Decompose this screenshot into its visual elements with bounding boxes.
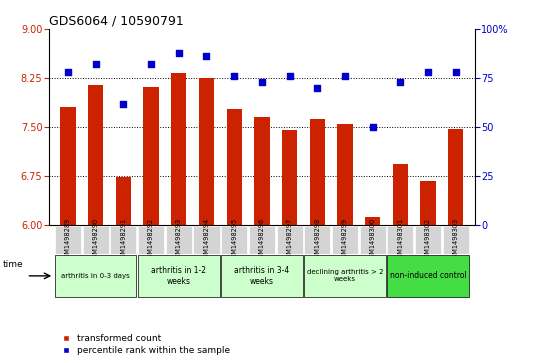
Point bbox=[202, 54, 211, 60]
Legend: transformed count, percentile rank within the sample: transformed count, percentile rank withi… bbox=[53, 331, 234, 359]
Text: arthritis in 3-4
weeks: arthritis in 3-4 weeks bbox=[234, 266, 289, 286]
FancyBboxPatch shape bbox=[332, 226, 358, 253]
Text: GSM1498289: GSM1498289 bbox=[65, 217, 71, 262]
Point bbox=[451, 69, 460, 75]
Bar bbox=[365, 217, 380, 225]
FancyBboxPatch shape bbox=[387, 255, 469, 297]
FancyBboxPatch shape bbox=[55, 255, 137, 297]
FancyBboxPatch shape bbox=[249, 226, 275, 253]
Text: GSM1498292: GSM1498292 bbox=[148, 217, 154, 262]
Point bbox=[174, 50, 183, 56]
Text: GSM1498291: GSM1498291 bbox=[120, 217, 126, 262]
Point bbox=[230, 73, 239, 79]
Point bbox=[313, 85, 322, 91]
FancyBboxPatch shape bbox=[193, 226, 220, 253]
Point bbox=[285, 73, 294, 79]
Bar bbox=[144, 86, 159, 225]
FancyBboxPatch shape bbox=[138, 255, 220, 297]
Bar bbox=[338, 124, 353, 225]
Point bbox=[424, 69, 433, 75]
Bar bbox=[421, 181, 436, 225]
Text: GSM1498295: GSM1498295 bbox=[231, 217, 237, 262]
FancyBboxPatch shape bbox=[221, 255, 302, 297]
Bar bbox=[393, 164, 408, 225]
Bar bbox=[254, 117, 269, 225]
Text: GSM1498297: GSM1498297 bbox=[287, 217, 293, 262]
Text: non-induced control: non-induced control bbox=[390, 272, 467, 280]
Bar bbox=[60, 107, 76, 225]
Bar bbox=[88, 85, 103, 225]
FancyBboxPatch shape bbox=[415, 226, 441, 253]
Text: GSM1498303: GSM1498303 bbox=[453, 217, 459, 262]
FancyBboxPatch shape bbox=[304, 255, 386, 297]
Text: GSM1498294: GSM1498294 bbox=[204, 217, 210, 262]
FancyBboxPatch shape bbox=[443, 226, 469, 253]
Text: declining arthritis > 2
weeks: declining arthritis > 2 weeks bbox=[307, 269, 383, 282]
FancyBboxPatch shape bbox=[83, 226, 109, 253]
Text: GSM1498300: GSM1498300 bbox=[370, 217, 376, 262]
FancyBboxPatch shape bbox=[360, 226, 386, 253]
Text: arthritis in 0-3 days: arthritis in 0-3 days bbox=[62, 273, 130, 279]
Point bbox=[396, 79, 404, 85]
Text: arthritis in 1-2
weeks: arthritis in 1-2 weeks bbox=[151, 266, 206, 286]
Text: GSM1498302: GSM1498302 bbox=[425, 217, 431, 262]
Point bbox=[258, 79, 266, 85]
Bar bbox=[309, 119, 325, 225]
FancyBboxPatch shape bbox=[276, 226, 302, 253]
FancyBboxPatch shape bbox=[221, 226, 247, 253]
Text: GSM1498293: GSM1498293 bbox=[176, 217, 182, 262]
Text: time: time bbox=[3, 261, 23, 269]
Text: GSM1498290: GSM1498290 bbox=[93, 217, 99, 262]
Bar bbox=[448, 129, 463, 225]
Text: GSM1498299: GSM1498299 bbox=[342, 217, 348, 262]
Text: GSM1498298: GSM1498298 bbox=[314, 217, 320, 262]
FancyBboxPatch shape bbox=[110, 226, 137, 253]
Text: GDS6064 / 10590791: GDS6064 / 10590791 bbox=[49, 15, 184, 28]
Bar bbox=[282, 130, 297, 225]
Text: GSM1498296: GSM1498296 bbox=[259, 217, 265, 262]
FancyBboxPatch shape bbox=[387, 226, 414, 253]
Point bbox=[64, 69, 72, 75]
FancyBboxPatch shape bbox=[138, 226, 164, 253]
Point bbox=[91, 61, 100, 67]
Bar bbox=[227, 109, 242, 225]
FancyBboxPatch shape bbox=[55, 226, 81, 253]
Point bbox=[368, 124, 377, 130]
Point bbox=[119, 101, 128, 106]
Point bbox=[147, 61, 156, 67]
Text: GSM1498301: GSM1498301 bbox=[397, 217, 403, 262]
FancyBboxPatch shape bbox=[304, 226, 330, 253]
Bar bbox=[199, 78, 214, 225]
Point bbox=[341, 73, 349, 79]
Bar bbox=[116, 178, 131, 225]
FancyBboxPatch shape bbox=[166, 226, 192, 253]
Bar bbox=[171, 73, 186, 225]
